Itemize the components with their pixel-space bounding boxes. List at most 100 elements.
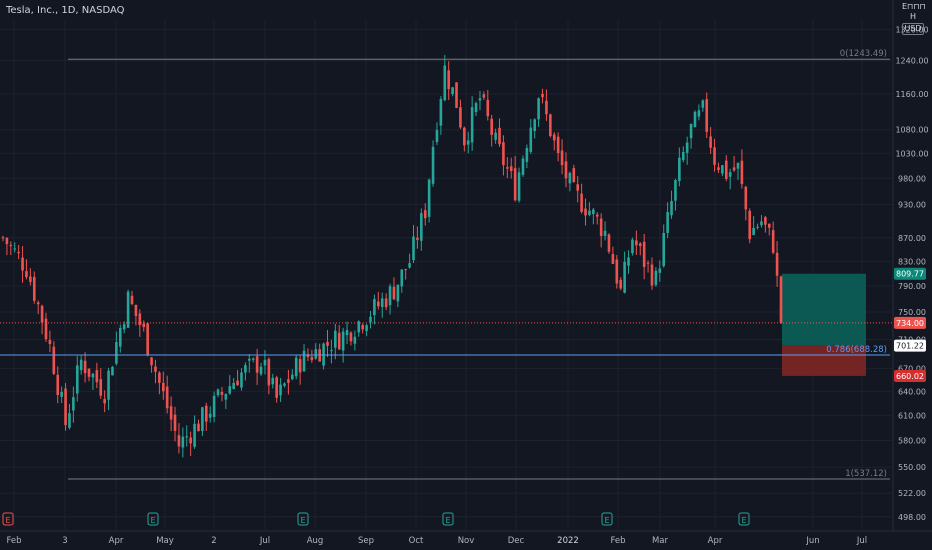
earnings-marker[interactable]: E: [601, 512, 613, 526]
candle: [775, 241, 779, 287]
candle-body: [138, 313, 142, 326]
fib-levels[interactable]: 0(1243.49) 0.786(688.28) 1(537.12): [0, 49, 892, 480]
earnings-marker[interactable]: E: [2, 512, 14, 526]
candle-body: [717, 167, 720, 170]
candle: [126, 289, 130, 328]
candle: [732, 156, 736, 172]
candle-body: [674, 180, 677, 201]
candle: [486, 89, 490, 121]
candle-body: [615, 259, 619, 284]
earnings-marker-box[interactable]: [601, 512, 613, 526]
entry-price-tag[interactable]: 701.22: [894, 339, 926, 352]
candle: [25, 259, 28, 280]
earnings-marker-box[interactable]: [738, 512, 750, 526]
candle-body: [345, 330, 349, 336]
x-tick-label: Apr: [109, 536, 124, 546]
y-tick-label: 550.00: [898, 463, 926, 472]
candle-body: [732, 167, 736, 171]
candles: [1, 55, 783, 458]
candle: [576, 176, 580, 203]
candle-body: [1, 237, 5, 239]
earnings-marker-box[interactable]: [442, 512, 454, 526]
candle-body: [658, 268, 662, 273]
candle-body: [592, 209, 595, 215]
candle-body: [478, 98, 482, 101]
candle-body: [142, 323, 146, 328]
stop-zone[interactable]: [782, 345, 866, 376]
candle-body: [251, 358, 255, 360]
candle-body: [40, 305, 44, 323]
earnings-marker-box[interactable]: [297, 512, 309, 526]
candle-body: [91, 373, 95, 378]
earnings-marker-box[interactable]: [147, 512, 159, 526]
candle-body: [740, 160, 744, 185]
candle: [138, 309, 142, 337]
target-price-tag-bg: [894, 267, 926, 280]
candle: [365, 323, 368, 337]
candle: [482, 91, 486, 100]
candle-body: [662, 232, 666, 267]
candle: [44, 312, 48, 342]
candle-body: [404, 269, 407, 271]
candle-body: [556, 136, 560, 153]
target-zone[interactable]: [782, 273, 866, 346]
earnings-marker-label: E: [604, 516, 609, 525]
candle-body: [470, 107, 474, 143]
candle-body: [60, 391, 63, 397]
candle-body: [259, 366, 263, 375]
candle-body: [771, 230, 775, 253]
candle-body: [302, 350, 306, 372]
candle: [521, 155, 525, 177]
earnings-marker[interactable]: E: [738, 512, 750, 526]
candle: [99, 368, 103, 399]
candle: [525, 144, 529, 169]
stop-price-tag[interactable]: 660.02: [894, 369, 926, 382]
last-price-tag[interactable]: 734.00: [894, 316, 926, 329]
x-tick-label: Nov: [458, 536, 475, 546]
candle: [142, 320, 146, 332]
candle-body: [158, 372, 161, 383]
currency-selector[interactable]: Ε⊓⊓⊓ Η USD: [902, 2, 926, 35]
candle-body: [498, 127, 501, 145]
candle-body: [494, 132, 497, 140]
candle: [509, 157, 513, 179]
candle-body: [306, 354, 310, 358]
position-zones[interactable]: [782, 273, 866, 376]
earnings-marker-label: E: [300, 516, 305, 525]
target-price-tag[interactable]: 809.77: [894, 267, 926, 280]
price-axis[interactable]: 1320.00 1240.00 1160.00 1080.00 1030.00 980.0…: [894, 25, 929, 522]
candle: [118, 324, 122, 353]
candle-body: [678, 157, 681, 182]
time-axis[interactable]: Feb 3 Apr May 2 Jul Aug Sep Oct Nov Dec 2022 Feb Mar A…: [6, 536, 867, 546]
candle: [326, 329, 329, 357]
candle-body: [400, 269, 404, 287]
y-tick-label: 750.00: [898, 308, 926, 317]
candle-body: [204, 405, 208, 422]
earnings-marker[interactable]: E: [442, 512, 454, 526]
candle: [232, 378, 235, 390]
candle: [455, 82, 458, 109]
candle: [400, 269, 404, 293]
candle: [619, 277, 623, 291]
candle: [369, 311, 372, 329]
candle-body: [294, 357, 298, 377]
candle: [220, 386, 224, 402]
earnings-marker[interactable]: E: [297, 512, 309, 526]
y-tick-label: 670.00: [898, 364, 926, 373]
earnings-marker[interactable]: E: [147, 512, 159, 526]
earnings-marker-box[interactable]: [2, 512, 14, 526]
candle-body: [701, 100, 705, 108]
candle-body: [275, 377, 278, 398]
candle: [283, 382, 286, 388]
candle: [760, 215, 763, 228]
stop-price-tag-bg: [894, 369, 926, 382]
candle-body: [193, 423, 196, 447]
candle-body: [169, 406, 173, 420]
candle-body: [392, 286, 396, 300]
candle: [357, 320, 361, 337]
candle-body: [25, 271, 28, 277]
candle-body: [502, 142, 505, 166]
candle: [721, 164, 724, 177]
